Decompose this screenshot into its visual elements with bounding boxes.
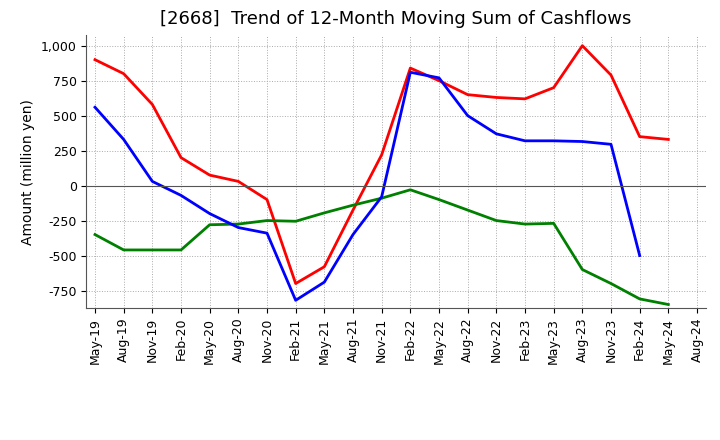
Free Cashflow xyxy=(263,231,271,236)
Investing Cashflow xyxy=(263,218,271,223)
Y-axis label: Amount (million yen): Amount (million yen) xyxy=(22,99,35,245)
Investing Cashflow xyxy=(635,296,644,301)
Free Cashflow xyxy=(607,142,616,147)
Operating Cashflow xyxy=(377,152,386,158)
Investing Cashflow xyxy=(120,247,128,253)
Operating Cashflow xyxy=(148,102,157,107)
Investing Cashflow xyxy=(320,210,328,216)
Investing Cashflow xyxy=(435,197,444,202)
Operating Cashflow xyxy=(607,73,616,78)
Free Cashflow xyxy=(549,138,558,143)
Line: Free Cashflow: Free Cashflow xyxy=(95,72,639,301)
Free Cashflow xyxy=(120,137,128,142)
Operating Cashflow xyxy=(464,92,472,97)
Free Cashflow xyxy=(635,253,644,258)
Investing Cashflow xyxy=(234,221,243,227)
Operating Cashflow xyxy=(120,71,128,76)
Free Cashflow xyxy=(435,75,444,81)
Free Cashflow xyxy=(234,225,243,230)
Free Cashflow xyxy=(348,232,357,237)
Line: Operating Cashflow: Operating Cashflow xyxy=(95,46,668,283)
Operating Cashflow xyxy=(578,43,587,48)
Investing Cashflow xyxy=(549,221,558,226)
Free Cashflow xyxy=(91,105,99,110)
Investing Cashflow xyxy=(406,187,415,192)
Investing Cashflow xyxy=(348,202,357,208)
Investing Cashflow xyxy=(492,218,500,223)
Operating Cashflow xyxy=(492,95,500,100)
Operating Cashflow xyxy=(348,207,357,213)
Operating Cashflow xyxy=(263,197,271,202)
Free Cashflow xyxy=(406,70,415,75)
Operating Cashflow xyxy=(664,137,672,142)
Operating Cashflow xyxy=(205,172,214,178)
Operating Cashflow xyxy=(91,57,99,62)
Free Cashflow xyxy=(292,298,300,303)
Operating Cashflow xyxy=(320,264,328,269)
Operating Cashflow xyxy=(521,96,529,102)
Operating Cashflow xyxy=(635,134,644,139)
Investing Cashflow xyxy=(377,195,386,201)
Investing Cashflow xyxy=(91,232,99,237)
Investing Cashflow xyxy=(521,221,529,227)
Investing Cashflow xyxy=(292,219,300,224)
Investing Cashflow xyxy=(464,207,472,213)
Free Cashflow xyxy=(578,139,587,144)
Investing Cashflow xyxy=(148,247,157,253)
Operating Cashflow xyxy=(406,66,415,71)
Free Cashflow xyxy=(464,113,472,118)
Operating Cashflow xyxy=(234,179,243,184)
Free Cashflow xyxy=(148,179,157,184)
Title: [2668]  Trend of 12-Month Moving Sum of Cashflows: [2668] Trend of 12-Month Moving Sum of C… xyxy=(161,10,631,28)
Free Cashflow xyxy=(377,194,386,199)
Operating Cashflow xyxy=(292,281,300,286)
Line: Investing Cashflow: Investing Cashflow xyxy=(95,190,668,304)
Investing Cashflow xyxy=(176,247,185,253)
Investing Cashflow xyxy=(578,267,587,272)
Free Cashflow xyxy=(176,193,185,198)
Investing Cashflow xyxy=(205,222,214,227)
Free Cashflow xyxy=(320,279,328,285)
Free Cashflow xyxy=(492,131,500,136)
Investing Cashflow xyxy=(607,281,616,286)
Free Cashflow xyxy=(205,211,214,216)
Operating Cashflow xyxy=(549,85,558,90)
Operating Cashflow xyxy=(176,155,185,160)
Free Cashflow xyxy=(521,138,529,143)
Operating Cashflow xyxy=(435,78,444,83)
Investing Cashflow xyxy=(664,302,672,307)
